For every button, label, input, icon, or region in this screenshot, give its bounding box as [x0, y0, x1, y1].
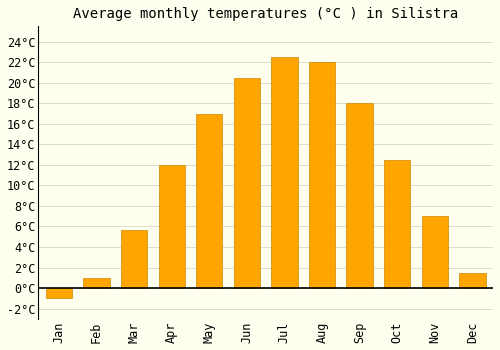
Bar: [272, 57, 297, 288]
Bar: [46, 288, 72, 298]
Bar: [459, 273, 485, 288]
Bar: [158, 165, 185, 288]
Bar: [384, 160, 410, 288]
Bar: [234, 78, 260, 288]
Bar: [121, 230, 147, 288]
Bar: [346, 103, 373, 288]
Bar: [84, 278, 110, 288]
Bar: [196, 113, 222, 288]
Title: Average monthly temperatures (°C ) in Silistra: Average monthly temperatures (°C ) in Si…: [73, 7, 458, 21]
Bar: [309, 62, 335, 288]
Bar: [422, 216, 448, 288]
